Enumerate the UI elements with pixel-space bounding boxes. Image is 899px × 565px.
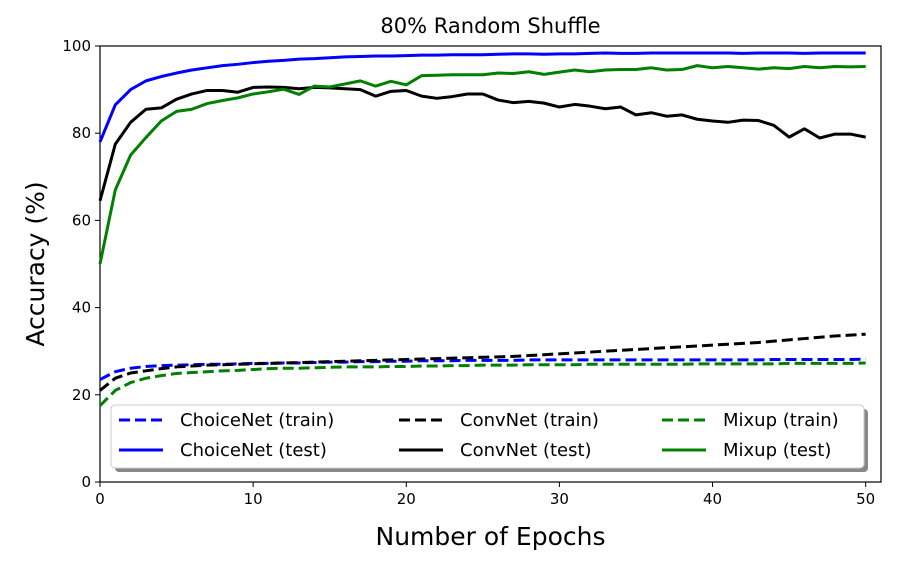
x-tick-label: 40 <box>703 490 722 508</box>
x-tick-label: 30 <box>550 490 569 508</box>
series-line-mixup-train <box>98 361 866 407</box>
x-tick-label: 50 <box>856 490 875 508</box>
series-line-mixup-test <box>98 64 866 265</box>
y-tick-label: 40 <box>72 299 91 317</box>
legend-label: ChoiceNet (test) <box>180 440 327 461</box>
x-axis-title: Number of Epochs <box>376 522 606 551</box>
y-tick-label: 80 <box>72 124 91 142</box>
legend-label: ChoiceNet (train) <box>180 410 334 431</box>
chart-title: 80% Random Shuffle <box>380 14 600 38</box>
x-tick-label: 0 <box>95 490 105 508</box>
y-tick-label: 60 <box>72 211 91 229</box>
x-axis: 0 10 20 30 40 50 <box>95 482 875 508</box>
y-axis-title: Accuracy (%) <box>21 181 50 346</box>
y-tick-label: 100 <box>62 37 91 55</box>
plot-area: 0 10 20 30 40 50 0 20 40 60 80 100 <box>62 37 882 508</box>
y-tick-label: 0 <box>81 473 91 491</box>
y-axis: 0 20 40 60 80 100 <box>62 37 100 491</box>
legend: ChoiceNet (train) ChoiceNet (test) ConvNet… <box>110 404 868 472</box>
x-tick-label: 20 <box>397 490 416 508</box>
x-tick-label: 10 <box>244 490 263 508</box>
legend-label: Mixup (test) <box>723 440 831 461</box>
legend-label: Mixup (train) <box>723 410 839 431</box>
series-line-choicenet-test <box>98 51 866 143</box>
series-layer <box>98 51 866 407</box>
series-line-convnet-test <box>98 85 866 202</box>
series-line-convnet-train <box>99 332 866 392</box>
legend-label: ConvNet (test) <box>460 440 592 461</box>
legend-label: ConvNet (train) <box>460 410 599 431</box>
y-tick-label: 20 <box>72 386 91 404</box>
series-line-choicenet-train <box>99 357 866 381</box>
legend-box <box>110 404 865 469</box>
